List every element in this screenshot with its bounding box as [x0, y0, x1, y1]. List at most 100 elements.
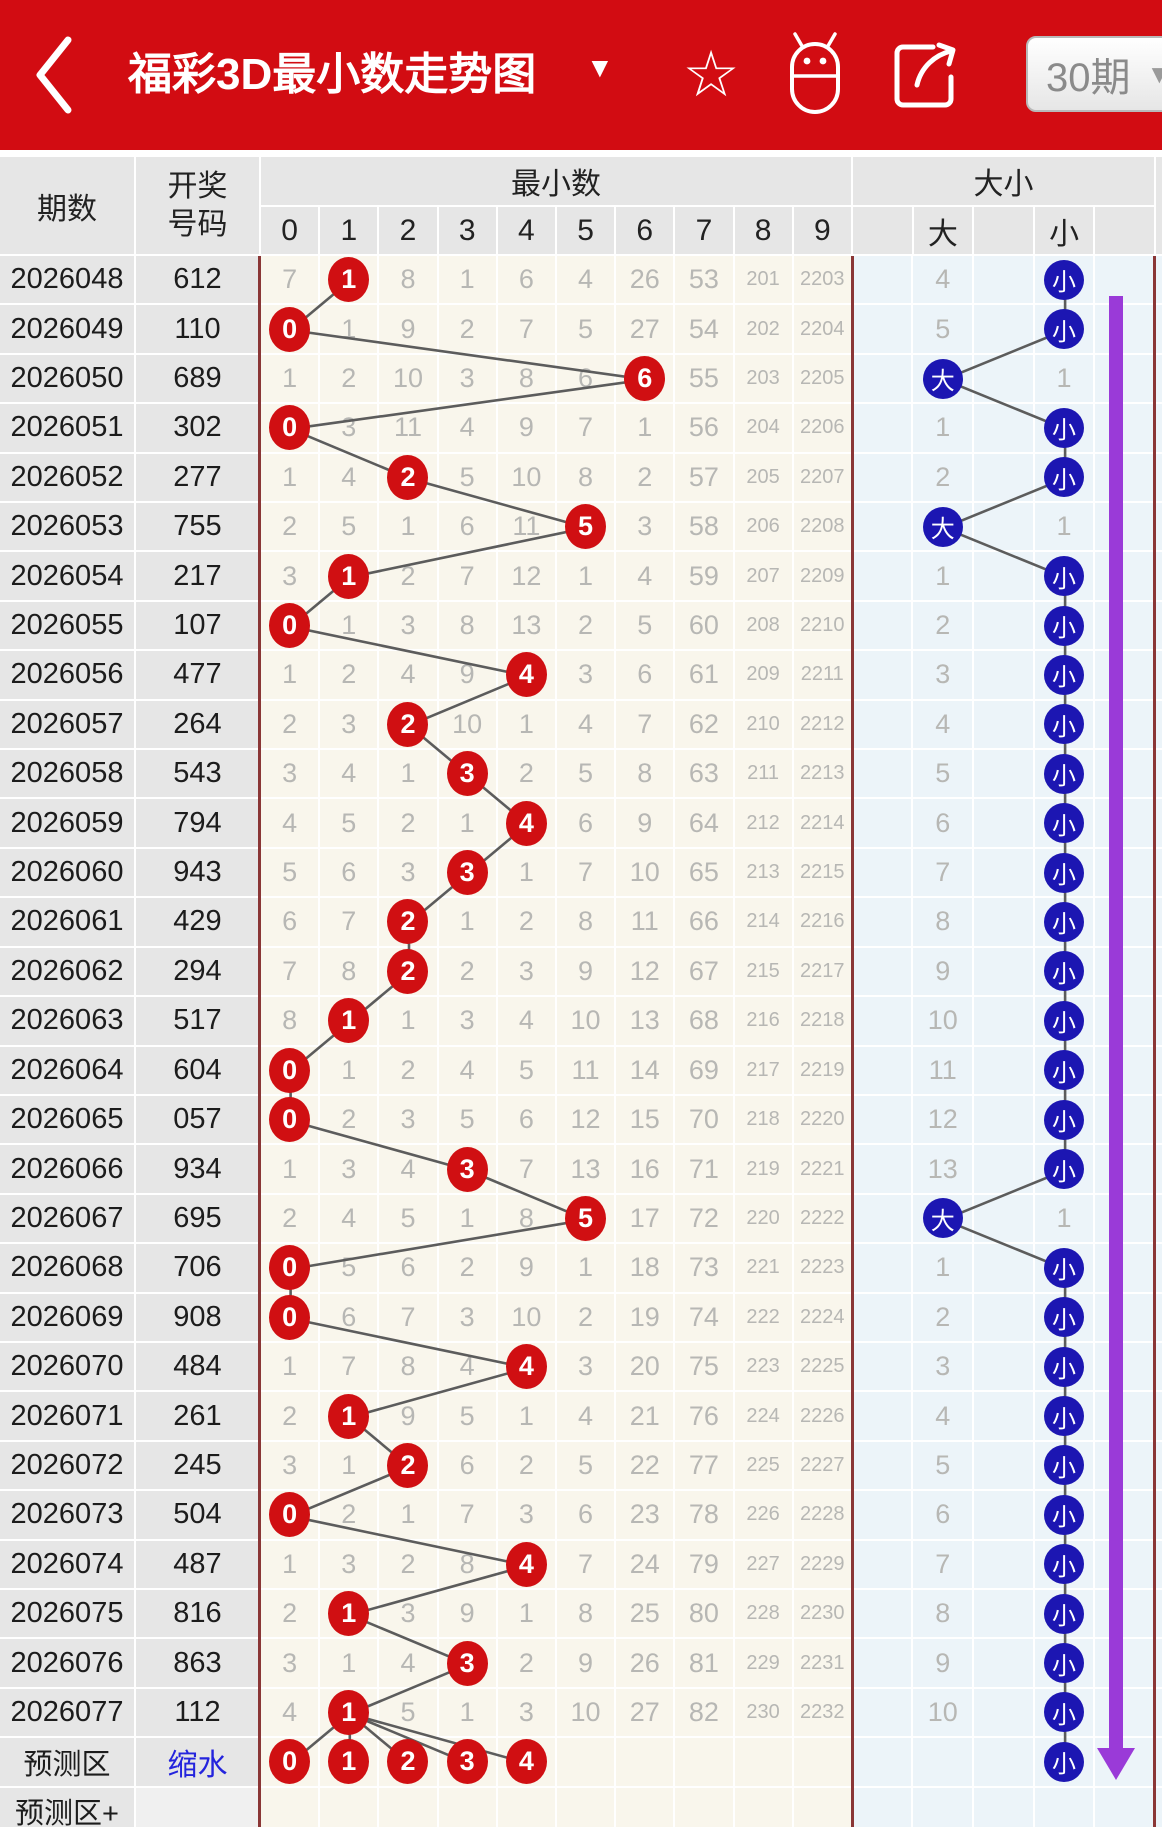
trend-arrow — [1109, 296, 1123, 1754]
cell-text: 2026066 — [10, 1152, 124, 1185]
digit-cell-3: 3 — [438, 1639, 498, 1689]
next-group-sliver — [1155, 1688, 1162, 1739]
digit-cell-9: 2220 — [793, 1095, 853, 1146]
next-group-sliver — [1155, 503, 1162, 553]
share-arrow-icon — [894, 42, 956, 108]
cell-text: 908 — [173, 1300, 222, 1333]
digit-cell-3: 2 — [438, 305, 498, 355]
cell-text: 3 — [341, 1153, 357, 1184]
row-draw-number: 863 — [136, 1639, 261, 1689]
cell-text: 9 — [578, 1647, 594, 1678]
row-period: 预测区+ — [0, 1787, 136, 1827]
cell-text: 3 — [282, 758, 298, 789]
cell-text: 6 — [578, 807, 594, 838]
digit-cell-5: 6 — [556, 1491, 617, 1541]
cell-text: 1 — [518, 857, 534, 888]
row-draw-number: 缩水 — [136, 1738, 261, 1788]
data-row: 2026064 604 0 1 2 4 5 11 14 69 217 2219 11 小 — [0, 1046, 1162, 1096]
cell-text: 2026057 — [10, 707, 124, 740]
digit-cell-1: 5 — [320, 1244, 380, 1294]
cell-text: 22 — [629, 1449, 660, 1480]
cell-text: 17 — [629, 1202, 660, 1233]
ds-spacer — [852, 601, 914, 652]
cell-text: 2 — [282, 1202, 298, 1233]
digit-cell-1: 1 — [320, 1688, 380, 1739]
digit-cell-6: 27 — [616, 305, 676, 355]
ds-spacer — [974, 1589, 1035, 1640]
cell-text: 943 — [173, 856, 222, 889]
cell-text: 8 — [578, 461, 594, 492]
cell-text: 16 — [629, 1153, 660, 1184]
digit-cell-7: 68 — [675, 997, 735, 1047]
cell-text: 79 — [688, 1548, 719, 1579]
cell-text: 1 — [518, 708, 534, 739]
row-draw-number: 429 — [136, 898, 261, 948]
cell-text: 2206 — [800, 416, 845, 439]
ds-spacer — [852, 1342, 914, 1393]
digit-cell-8: 210 — [734, 700, 794, 751]
cell-text: 3 — [341, 412, 357, 443]
cell-text: 6 — [459, 511, 475, 542]
row-draw-number: 755 — [136, 503, 261, 553]
row-draw-number: 612 — [136, 256, 261, 306]
cell-text: 8 — [341, 955, 357, 986]
digit-cell-2: 5 — [379, 1688, 439, 1739]
share-button[interactable] — [884, 26, 970, 122]
digit-cell-3: 4 — [438, 404, 498, 454]
cell-text: 2 — [400, 560, 416, 591]
big-small-dot: 小 — [1043, 556, 1084, 597]
cell-text: 110 — [174, 312, 221, 345]
cell-text: 1 — [459, 264, 475, 295]
cell-text: 206 — [746, 515, 780, 538]
row-period: 2026051 — [0, 404, 136, 454]
digit-cell-7: 76 — [675, 1392, 735, 1442]
cell-text: 3 — [459, 363, 475, 394]
big-cell: 10 — [913, 1688, 975, 1739]
favorite-button[interactable]: ☆ — [668, 26, 754, 122]
cell-text: 689 — [173, 362, 222, 395]
digit-cell-7: 75 — [675, 1342, 735, 1393]
cell-text: 7 — [459, 560, 475, 591]
digit-cell-5: 6 — [556, 354, 617, 405]
cell-text: 67 — [688, 955, 719, 986]
digit-cell-8: 220 — [734, 1194, 794, 1245]
next-group-sliver — [1155, 1491, 1162, 1541]
big-small-dot: 小 — [1043, 1593, 1084, 1634]
cell-text: 11 — [630, 906, 659, 937]
small-cell: 小 — [1034, 1441, 1096, 1492]
cell-text: 107 — [173, 609, 222, 642]
digit-cell-0: 1 — [261, 354, 321, 405]
shrink-link[interactable]: 缩水 — [167, 1748, 228, 1782]
digit-cell-0: 1 — [261, 453, 321, 504]
digit-cell-7 — [675, 1787, 735, 1827]
cell-text: 10 — [570, 1005, 601, 1036]
back-button[interactable] — [26, 30, 82, 120]
digit-cell-0: 6 — [261, 898, 321, 948]
cell-text: 264 — [173, 707, 222, 740]
cell-text: 2219 — [800, 1058, 845, 1081]
digit-cell-7: 70 — [675, 1095, 735, 1146]
digit-cell-1: 4 — [320, 453, 380, 504]
android-app-button[interactable] — [772, 26, 858, 122]
digit-cell-0: 0 — [261, 1293, 321, 1343]
ds-spacer — [974, 1639, 1035, 1689]
digit-cell-5: 7 — [556, 404, 617, 454]
cell-text: 6 — [578, 1499, 594, 1530]
cell-text: 62 — [688, 708, 719, 739]
digit-cell-7: 71 — [675, 1145, 735, 1195]
cell-text: 5 — [341, 807, 357, 838]
title-dropdown-caret-icon[interactable]: ▼ — [586, 52, 614, 83]
cell-text: 222 — [746, 1305, 780, 1328]
digit-cell-2: 3 — [379, 1589, 439, 1640]
trend-dot: 3 — [446, 751, 488, 797]
digit-cell-8: 223 — [734, 1342, 794, 1393]
cell-text: 8 — [935, 1598, 951, 1629]
cell-text: 7 — [282, 264, 298, 295]
digit-cell-9: 2216 — [793, 898, 853, 948]
cell-text: 2222 — [800, 1206, 845, 1229]
period-count-select[interactable]: 30期 ▼ — [1026, 36, 1162, 112]
big-cell: 9 — [913, 1639, 975, 1689]
cell-text: 13 — [570, 1153, 601, 1184]
page-title[interactable]: 福彩3D最小数走势图 — [128, 50, 537, 99]
cell-text: 2 — [459, 313, 475, 344]
